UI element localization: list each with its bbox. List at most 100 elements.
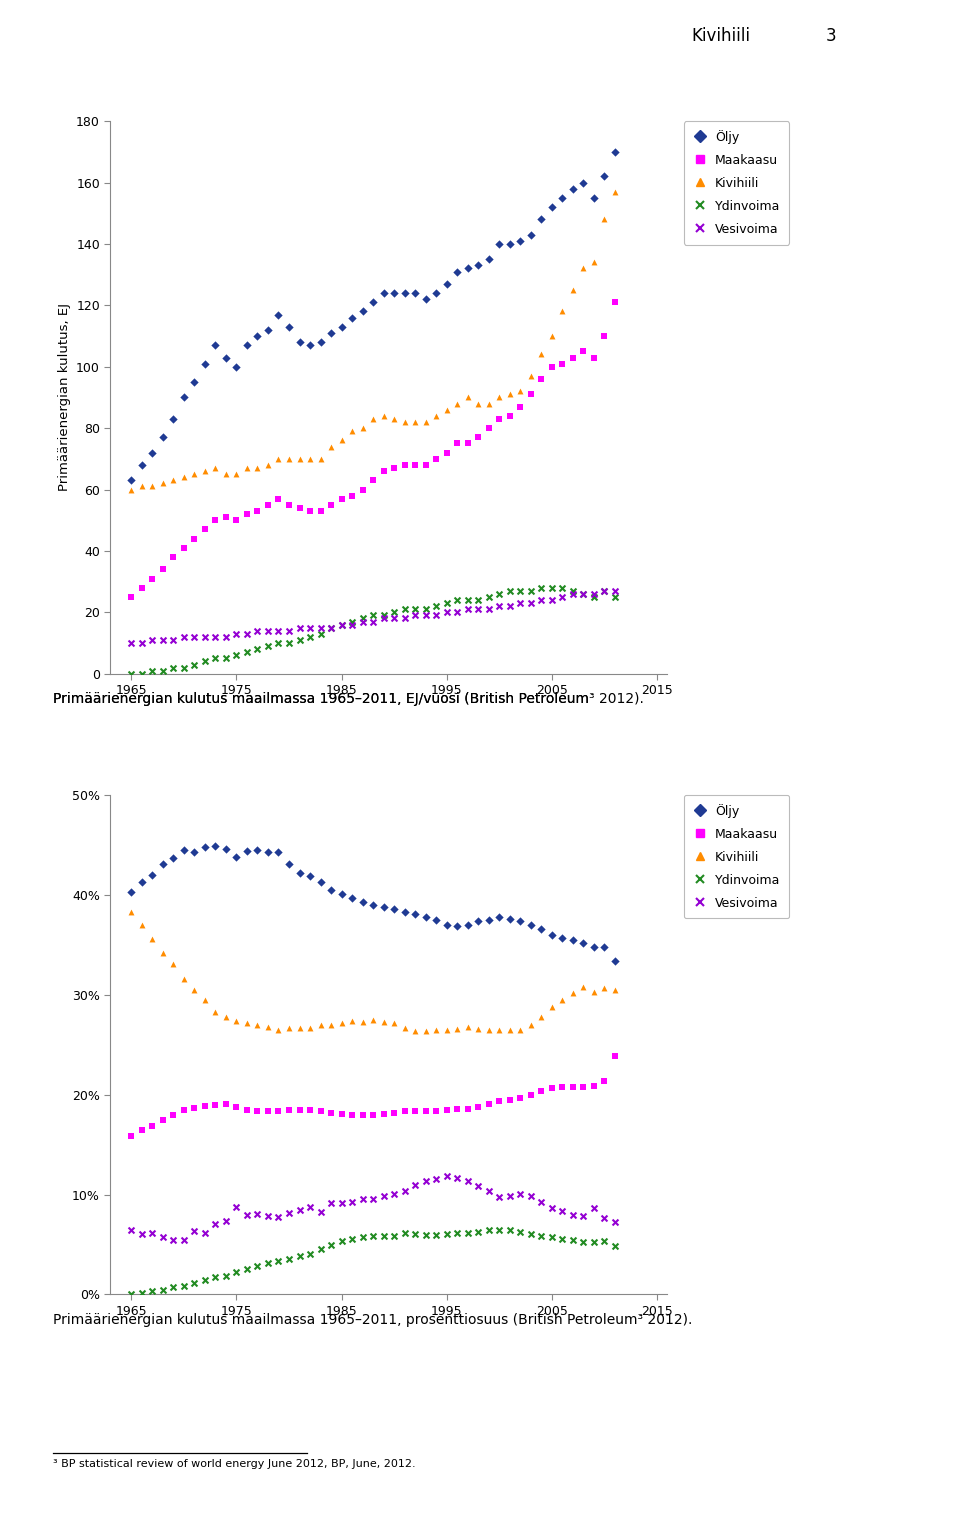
Point — [197, 1220, 212, 1245]
Point — [439, 1222, 454, 1246]
Point — [544, 575, 560, 600]
Point — [355, 1010, 371, 1034]
Point — [565, 928, 581, 952]
Point — [345, 1226, 360, 1251]
Point — [281, 631, 297, 656]
Point — [513, 1086, 528, 1110]
Point — [396, 899, 412, 924]
Point — [366, 468, 381, 492]
Point — [481, 597, 496, 621]
Point — [407, 1019, 422, 1043]
Point — [313, 616, 328, 640]
Point — [470, 253, 486, 277]
Point — [366, 1223, 381, 1248]
Point — [313, 1099, 328, 1123]
Point — [345, 483, 360, 507]
Point — [197, 650, 212, 674]
Y-axis label: Primäärienergian kulutus, EJ: Primäärienergian kulutus, EJ — [58, 303, 70, 492]
Point — [534, 366, 549, 391]
Point — [555, 351, 570, 375]
Point — [513, 908, 528, 933]
Point — [407, 1172, 422, 1196]
Point — [555, 186, 570, 210]
Point — [502, 1087, 517, 1111]
Point — [197, 459, 212, 483]
Point — [207, 456, 223, 480]
Point — [334, 1228, 349, 1252]
Point — [396, 606, 412, 630]
Point — [260, 619, 276, 643]
Point — [376, 606, 392, 630]
Point — [470, 587, 486, 612]
Point — [313, 447, 328, 471]
Point — [334, 315, 349, 339]
Point — [449, 392, 465, 416]
Point — [460, 1014, 475, 1039]
Point — [555, 1226, 570, 1251]
Point — [124, 880, 139, 904]
Point — [260, 492, 276, 516]
Point — [418, 1169, 433, 1193]
Point — [324, 321, 339, 345]
Point — [271, 1249, 286, 1273]
Point — [302, 500, 318, 524]
Point — [134, 913, 150, 937]
Point — [544, 354, 560, 378]
Point — [166, 628, 181, 653]
Point — [134, 1281, 150, 1305]
Point — [156, 1278, 171, 1302]
Point — [218, 1264, 233, 1288]
Point — [177, 1228, 192, 1252]
Text: Kivihiili: Kivihiili — [691, 27, 750, 45]
Point — [470, 425, 486, 450]
Point — [228, 643, 244, 668]
Point — [281, 315, 297, 339]
Legend: Öljy, Maakaasu, Kivihiili, Ydinvoima, Vesivoima: Öljy, Maakaasu, Kivihiili, Ydinvoima, Ve… — [684, 121, 789, 245]
Point — [187, 462, 203, 486]
Point — [439, 271, 454, 295]
Point — [302, 1016, 318, 1040]
Point — [134, 869, 150, 893]
Point — [460, 1096, 475, 1120]
Point — [355, 1187, 371, 1211]
Point — [513, 1219, 528, 1243]
Point — [218, 625, 233, 650]
Point — [439, 913, 454, 937]
Point — [324, 878, 339, 902]
Point — [565, 279, 581, 303]
Point — [492, 385, 507, 409]
Point — [428, 1099, 444, 1123]
Point — [250, 837, 265, 861]
Point — [239, 622, 254, 646]
Point — [207, 625, 223, 650]
Point — [239, 640, 254, 665]
Point — [228, 1195, 244, 1219]
Point — [134, 662, 150, 686]
Point — [218, 1208, 233, 1232]
Point — [555, 300, 570, 324]
Point — [396, 1220, 412, 1245]
Point — [260, 1014, 276, 1039]
Point — [407, 1099, 422, 1123]
Point — [228, 354, 244, 378]
Point — [324, 616, 339, 640]
Point — [428, 1166, 444, 1190]
Point — [396, 453, 412, 477]
Point — [281, 619, 297, 643]
Point — [134, 575, 150, 600]
Point — [544, 324, 560, 348]
Point — [565, 177, 581, 201]
Point — [386, 456, 401, 480]
Point — [544, 1196, 560, 1220]
Point — [481, 247, 496, 271]
Point — [555, 1199, 570, 1223]
Point — [124, 631, 139, 656]
Point — [460, 385, 475, 409]
Point — [207, 333, 223, 357]
Point — [492, 1089, 507, 1113]
Point — [607, 1043, 622, 1067]
Point — [313, 330, 328, 354]
Point — [481, 1217, 496, 1241]
Point — [502, 907, 517, 931]
Point — [124, 468, 139, 492]
